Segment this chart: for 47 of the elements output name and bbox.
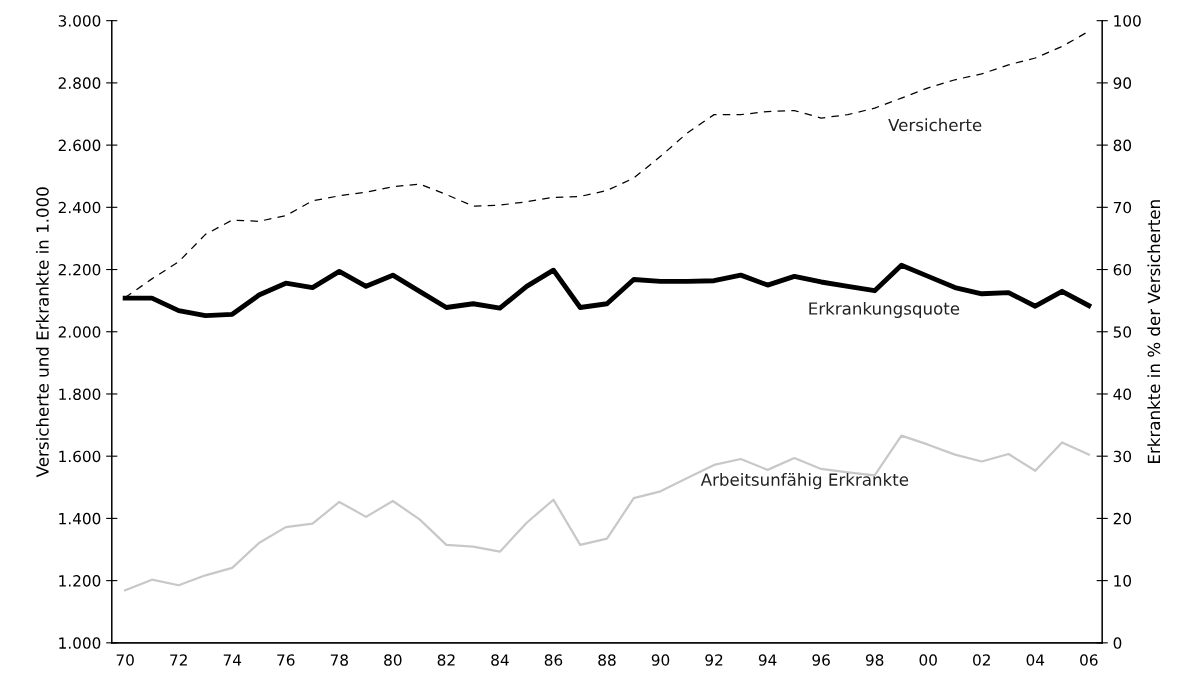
x-tick-label: 92 [705, 654, 723, 666]
y-tick-label: 3.000 [58, 15, 101, 27]
y2-tick-label: 20 [1113, 512, 1132, 525]
x-tick-label: 86 [544, 654, 563, 666]
y2-tick-label: 70 [1113, 201, 1132, 214]
series-label: Arbeitsunfähig Erkrankte [700, 473, 909, 490]
x-tick-label: 94 [758, 654, 777, 666]
series-label: Erkrankungsquote [809, 301, 960, 319]
x-tick-label: 82 [437, 654, 455, 666]
y-tick-label: 1.000 [59, 637, 101, 649]
y-tick-label: 1.400 [59, 512, 101, 525]
x-tick-label: 76 [277, 654, 295, 666]
y-tick-label: 1.600 [59, 450, 101, 463]
line-series [124, 434, 1090, 592]
y2-tick-label: 50 [1113, 326, 1132, 338]
x-tick-label: 88 [598, 654, 616, 666]
x-tick-label: 84 [491, 654, 509, 666]
x-tick-label: 02 [973, 654, 990, 666]
x-tick-label: 90 [651, 654, 670, 666]
y-tick-label: 2.200 [58, 264, 101, 276]
y-axis-title: Versicherte und Erkrankte in 1.000 [35, 187, 49, 478]
y2-tick-label: 40 [1113, 388, 1132, 400]
y-tick-label: 1.200 [59, 575, 101, 587]
y-tick-label: 2.600 [58, 139, 101, 152]
y-tick-label: 2.000 [58, 326, 101, 338]
series-label: Versicherte [888, 118, 982, 132]
y2-tick-label: 60 [1113, 264, 1132, 276]
x-tick-label: 00 [919, 654, 937, 666]
x-tick-label: 96 [812, 654, 830, 666]
x-tick-label: 04 [1026, 654, 1045, 666]
x-tick-label: 98 [865, 654, 884, 666]
y2-tick-label: 0 [1113, 637, 1122, 649]
y2-tick-label: 80 [1113, 139, 1132, 152]
x-tick-label: 74 [223, 654, 242, 666]
y-tick-label: 2.800 [58, 77, 101, 89]
x-tick-label: 06 [1080, 654, 1098, 666]
y-tick-label: 1.800 [59, 388, 101, 400]
y2-tick-label: 90 [1113, 77, 1132, 89]
y-tick-label: 2.400 [58, 201, 101, 214]
x-tick-label: 72 [170, 654, 187, 666]
y2-tick-label: 100 [1114, 15, 1141, 27]
y2-tick-label: 10 [1114, 575, 1132, 587]
x-tick-label: 80 [384, 654, 402, 666]
y2-axis-title: Erkrankte in % der Versicherten [1147, 200, 1161, 463]
x-tick-label: 78 [330, 654, 348, 666]
x-tick-label: 70 [116, 654, 134, 666]
y2-tick-label: 30 [1113, 450, 1132, 463]
